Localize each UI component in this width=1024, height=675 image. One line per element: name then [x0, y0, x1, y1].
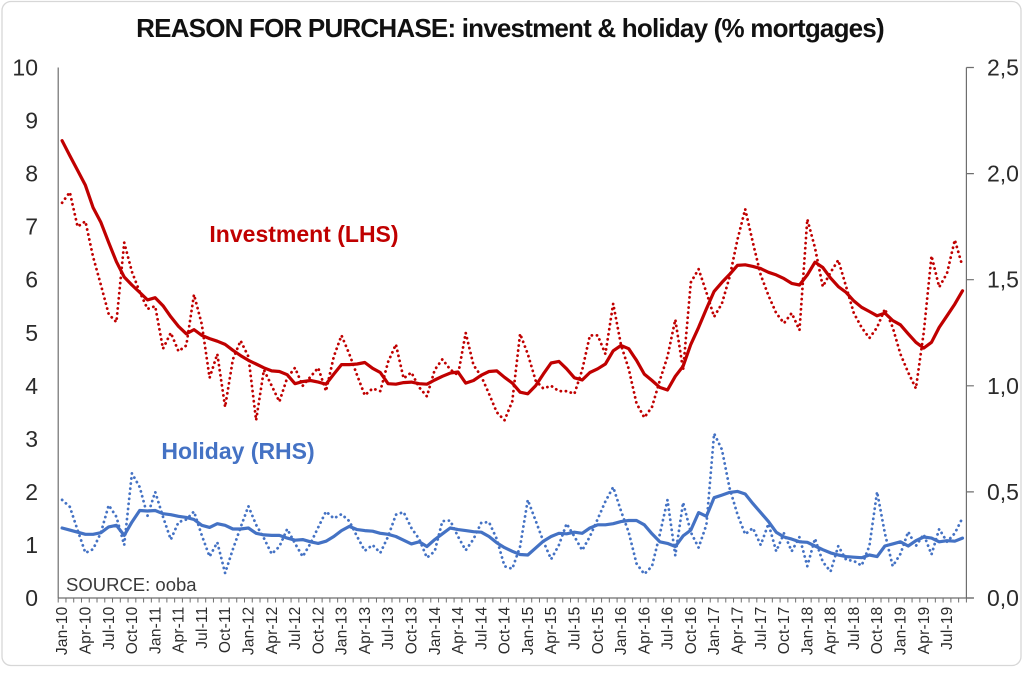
svg-text:Apr-17: Apr-17 [730, 607, 747, 655]
svg-text:2: 2 [25, 479, 38, 505]
svg-text:Apr-12: Apr-12 [264, 607, 281, 655]
svg-text:Oct-11: Oct-11 [217, 607, 234, 654]
svg-text:Oct-16: Oct-16 [683, 607, 700, 655]
svg-text:0: 0 [25, 585, 38, 611]
svg-text:Oct-17: Oct-17 [776, 607, 793, 655]
svg-text:3: 3 [25, 426, 38, 452]
svg-text:Holiday (RHS): Holiday (RHS) [161, 438, 314, 464]
svg-text:5: 5 [25, 320, 38, 346]
svg-text:2,5: 2,5 [987, 55, 1019, 81]
svg-text:8: 8 [25, 161, 38, 187]
svg-text:Jul-14: Jul-14 [473, 606, 490, 650]
svg-text:Jul-19: Jul-19 [939, 607, 956, 650]
svg-text:Apr-10: Apr-10 [78, 606, 95, 654]
svg-text:Apr-14: Apr-14 [450, 606, 467, 654]
svg-text:Jan-10: Jan-10 [54, 606, 71, 655]
svg-text:1,5: 1,5 [987, 267, 1019, 293]
svg-text:Jul-11: Jul-11 [194, 607, 211, 649]
svg-text:Jul-18: Jul-18 [846, 607, 863, 650]
svg-text:9: 9 [25, 108, 38, 134]
svg-text:Oct-15: Oct-15 [590, 607, 607, 655]
svg-text:Investment (LHS): Investment (LHS) [209, 221, 398, 247]
svg-text:1: 1 [25, 532, 38, 558]
svg-text:Jul-16: Jul-16 [660, 607, 677, 650]
svg-text:Jul-15: Jul-15 [567, 607, 584, 650]
svg-text:6: 6 [25, 267, 38, 293]
svg-text:Jan-11: Jan-11 [147, 607, 164, 654]
svg-text:Oct-18: Oct-18 [869, 607, 886, 655]
svg-text:7: 7 [25, 214, 38, 240]
svg-text:Apr-13: Apr-13 [357, 607, 374, 655]
svg-text:Oct-10: Oct-10 [124, 606, 141, 654]
svg-text:Jan-15: Jan-15 [520, 607, 537, 656]
svg-text:Apr-18: Apr-18 [823, 607, 840, 655]
svg-text:Apr-16: Apr-16 [636, 607, 653, 655]
svg-text:4: 4 [25, 373, 38, 399]
svg-text:Jul-13: Jul-13 [380, 607, 397, 650]
svg-text:Jan-12: Jan-12 [241, 607, 258, 656]
svg-text:0,0: 0,0 [987, 585, 1019, 611]
svg-text:Oct-12: Oct-12 [310, 607, 327, 655]
svg-text:Jan-14: Jan-14 [427, 606, 444, 655]
svg-text:Oct-13: Oct-13 [404, 607, 421, 655]
svg-text:Jul-12: Jul-12 [287, 607, 304, 650]
svg-text:Jul-10: Jul-10 [101, 606, 118, 650]
svg-text:Jul-17: Jul-17 [753, 607, 770, 650]
svg-text:SOURCE: ooba: SOURCE: ooba [66, 574, 197, 595]
svg-text:Apr-19: Apr-19 [916, 607, 933, 655]
svg-text:Jan-17: Jan-17 [706, 607, 723, 656]
svg-text:1,0: 1,0 [987, 373, 1019, 399]
svg-text:10: 10 [12, 55, 38, 81]
svg-text:Oct-14: Oct-14 [497, 606, 514, 654]
svg-text:REASON FOR PURCHASE: investmen: REASON FOR PURCHASE: investment & holida… [136, 13, 884, 43]
svg-text:Apr-11: Apr-11 [171, 607, 188, 654]
svg-text:Jan-13: Jan-13 [334, 607, 351, 656]
svg-text:Jan-19: Jan-19 [893, 607, 910, 656]
svg-text:2,0: 2,0 [987, 161, 1019, 187]
svg-text:Apr-15: Apr-15 [543, 607, 560, 655]
svg-text:0,5: 0,5 [987, 479, 1019, 505]
svg-text:Jan-16: Jan-16 [613, 607, 630, 656]
svg-text:Jan-18: Jan-18 [799, 607, 816, 656]
